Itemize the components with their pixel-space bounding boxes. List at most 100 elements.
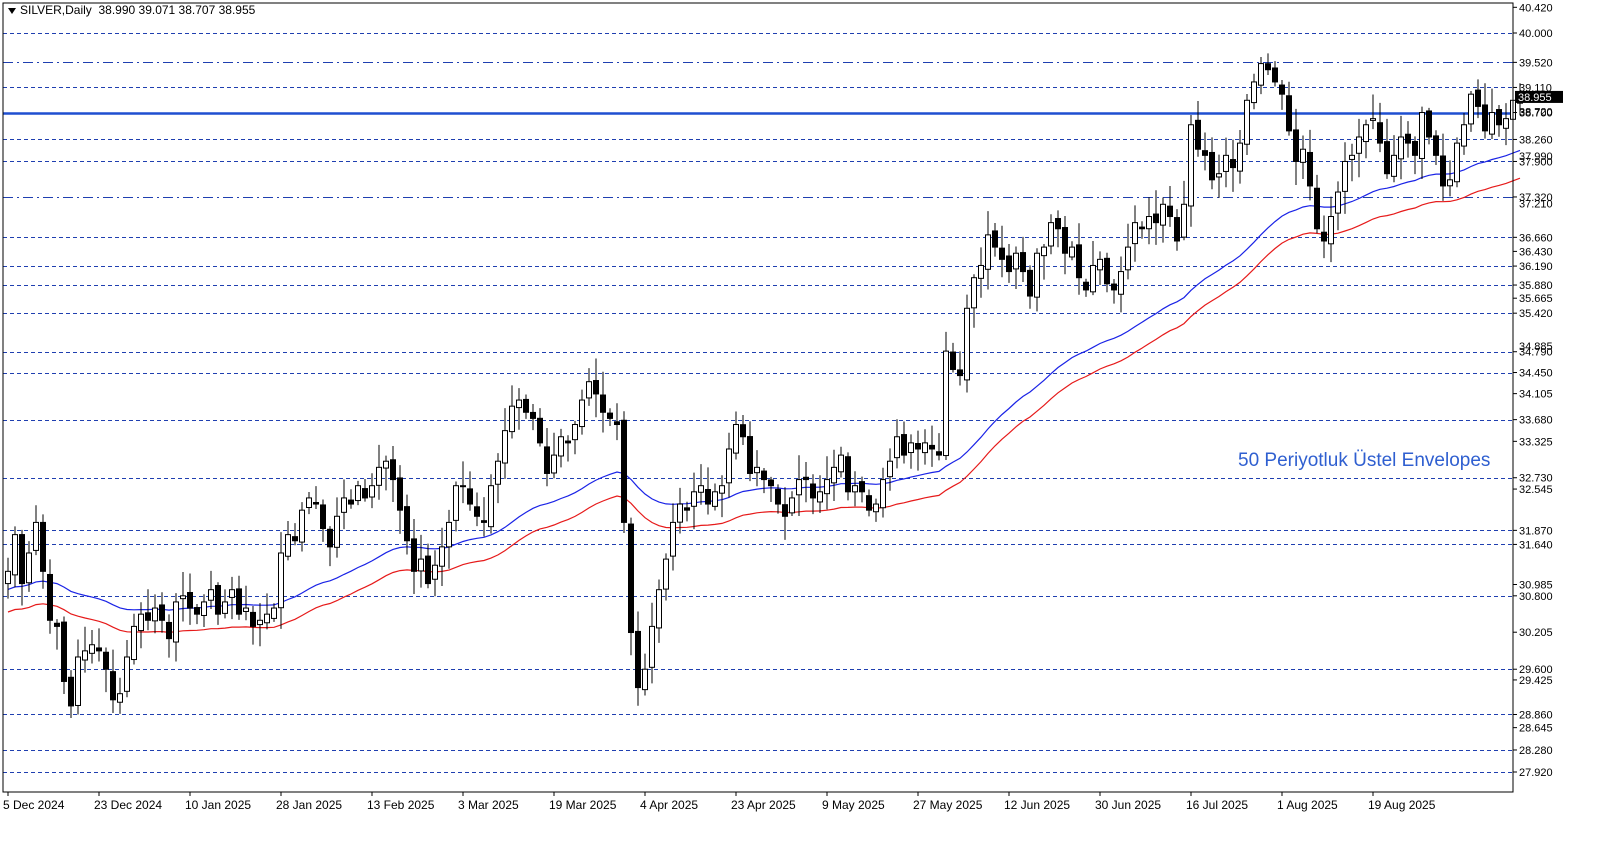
candle-body: [1496, 109, 1502, 126]
date-tick-label: 19 Mar 2025: [549, 798, 617, 812]
candle-body: [992, 230, 998, 248]
candle-body: [656, 589, 662, 629]
candle-body: [1272, 67, 1278, 83]
candle-body: [691, 491, 697, 507]
candle-body: [411, 538, 417, 572]
candle-body: [404, 506, 410, 542]
candle-body: [1118, 271, 1124, 295]
candle-body: [355, 485, 361, 502]
candle-body: [264, 613, 270, 624]
candle-body: [124, 656, 130, 692]
candle-body: [761, 470, 767, 481]
date-tick-label: 12 Jun 2025: [1004, 798, 1070, 812]
candle-body: [481, 520, 487, 523]
price-tick-label: 30.205: [1519, 627, 1553, 639]
candle-body: [173, 601, 179, 643]
candle-body: [82, 650, 88, 661]
candles: [5, 53, 1523, 718]
candle-body: [1195, 119, 1201, 150]
price-tick-label: 28.860: [1519, 709, 1553, 721]
candle-body: [894, 436, 900, 459]
candle-body: [75, 656, 81, 706]
price-tick-label: 34.450: [1519, 368, 1553, 380]
date-tick-label: 10 Jan 2025: [185, 798, 251, 812]
candle-body: [789, 497, 795, 514]
candle-body: [747, 436, 753, 474]
candle-body: [299, 509, 305, 543]
candle-body: [362, 488, 368, 499]
candle-body: [117, 693, 123, 703]
date-tick-label: 5 Dec 2024: [3, 798, 65, 812]
candle-body: [670, 521, 676, 557]
candle-body: [397, 477, 403, 511]
candle-body: [705, 488, 711, 505]
candle-body: [1447, 179, 1453, 187]
candle-body: [1125, 246, 1131, 271]
candle-body: [334, 515, 340, 548]
candle-body: [229, 589, 235, 598]
price-tick-label: 32.545: [1519, 484, 1553, 496]
candle-body: [1391, 154, 1397, 177]
candle-body: [292, 536, 298, 542]
candle-body: [1111, 283, 1117, 291]
candle-body: [376, 466, 382, 486]
price-tick-label: 31.870: [1519, 525, 1553, 537]
candle-body: [1027, 269, 1033, 297]
candle-body: [1237, 142, 1243, 172]
candle-body: [1342, 160, 1348, 192]
candle-body: [1020, 252, 1026, 273]
price-tick-label: 33.325: [1519, 436, 1553, 448]
price-tick-label: 34.105: [1519, 389, 1553, 401]
price-tick-label: 32.730: [1519, 473, 1553, 485]
candle-body: [467, 488, 473, 505]
candle-body: [390, 459, 396, 481]
date-tick-label: 13 Feb 2025: [367, 798, 435, 812]
candle-body: [1461, 124, 1467, 147]
price-tick-label: 36.430: [1519, 246, 1553, 258]
candle-body: [901, 434, 907, 456]
candle-body: [1475, 89, 1481, 107]
candle-body: [1251, 81, 1257, 104]
candle-body: [887, 460, 893, 478]
candle-body: [243, 607, 249, 612]
candle-body: [1300, 148, 1306, 163]
price-tick-label: 36.190: [1519, 261, 1553, 273]
candle-body: [1202, 150, 1208, 156]
candle-body: [719, 485, 725, 494]
price-tick-label: 38.700: [1519, 108, 1553, 120]
candle-body: [1363, 124, 1369, 143]
candle-body: [782, 504, 788, 517]
candle-body: [1160, 203, 1166, 226]
candle-body: [320, 504, 326, 530]
candle-body: [803, 476, 809, 481]
candle-body: [859, 481, 865, 493]
candle-body: [495, 460, 501, 485]
candle-body: [698, 485, 704, 493]
current-price-label: 38.955: [1518, 92, 1552, 104]
candle-body: [817, 491, 823, 503]
candle-body: [68, 676, 74, 707]
candle-body: [1055, 218, 1061, 230]
price-tick-label: 30.800: [1519, 591, 1553, 603]
candle-body: [1482, 104, 1488, 132]
price-tick-label: 36.660: [1519, 232, 1553, 244]
candle-body: [418, 558, 424, 572]
candle-body: [425, 555, 431, 585]
candle-body: [1307, 151, 1313, 187]
candle-body: [957, 369, 963, 377]
candle-body: [54, 622, 60, 627]
candle-body: [663, 558, 669, 590]
candle-body: [1069, 246, 1075, 258]
candle-body: [1223, 154, 1229, 172]
candle-body: [978, 264, 984, 279]
candle-body: [502, 430, 508, 464]
candle-body: [544, 446, 550, 474]
candle-body: [278, 552, 284, 609]
price-tick-label: 37.210: [1519, 199, 1553, 211]
chart-header[interactable]: SILVER,Daily 38.990 39.071 38.707 38.955: [8, 3, 255, 17]
candle-body: [271, 607, 277, 619]
candle-body: [915, 443, 921, 450]
candle-body: [1146, 216, 1152, 230]
dropdown-triangle-icon[interactable]: [8, 7, 16, 14]
